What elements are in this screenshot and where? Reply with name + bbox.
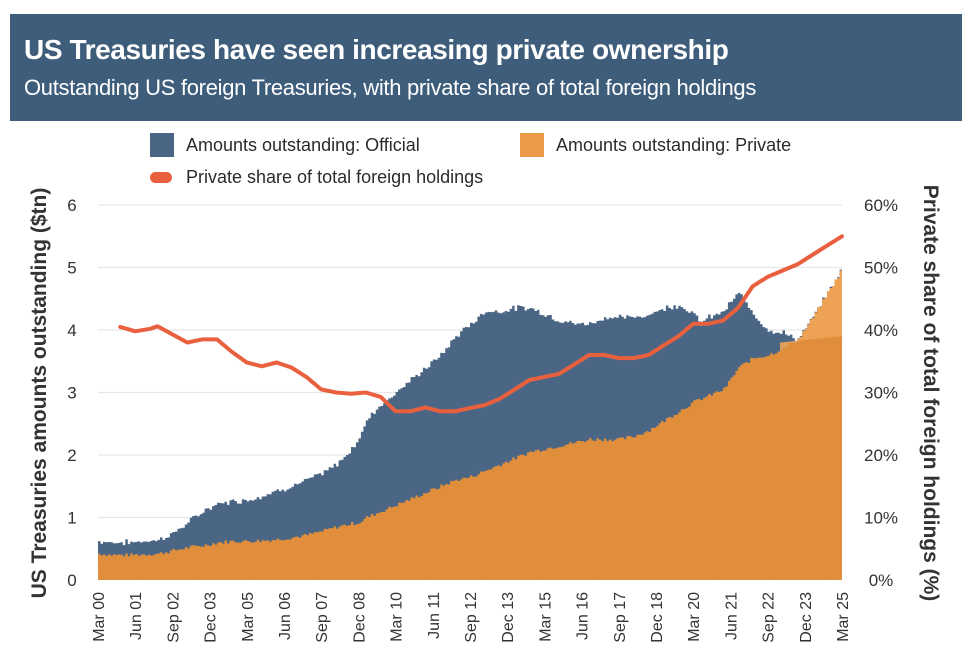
y-axis-left: 0 1 2 3 4 5 6 bbox=[67, 196, 76, 590]
y-tick-right: 20% bbox=[864, 446, 898, 465]
x-tick: Jun 16 bbox=[575, 592, 592, 640]
chart-header: US Treasuries have seen increasing priva… bbox=[10, 14, 962, 121]
area-private bbox=[98, 261, 842, 580]
y-tick-right: 40% bbox=[864, 321, 898, 340]
y-tick-left: 0 bbox=[67, 571, 76, 590]
x-tick: Mar 25 bbox=[835, 592, 852, 642]
y-axis-left-title: US Treasuries amounts outstanding ($tn) bbox=[28, 188, 51, 599]
x-tick: Dec 13 bbox=[500, 592, 517, 643]
legend-label-official: Amounts outstanding: Official bbox=[186, 134, 420, 155]
y-tick-right: 0% bbox=[869, 571, 894, 590]
x-tick: Mar 15 bbox=[537, 592, 554, 642]
y-tick-right: 10% bbox=[864, 509, 898, 528]
legend-swatch-share bbox=[150, 172, 172, 183]
line-layer bbox=[118, 234, 844, 414]
y-tick-right: 50% bbox=[864, 259, 898, 278]
chart-title: US Treasuries have seen increasing priva… bbox=[24, 34, 729, 65]
x-tick: Dec 18 bbox=[649, 592, 666, 643]
y-axis-right: 0% 10% 20% 30% 40% 50% 60% bbox=[864, 196, 898, 590]
line-private-share bbox=[118, 234, 844, 414]
x-tick: Dec 03 bbox=[203, 592, 220, 643]
area-private-recent bbox=[780, 261, 842, 352]
x-tick: Jun 06 bbox=[277, 592, 294, 640]
legend-item-private: Amounts outstanding: Private bbox=[520, 133, 791, 157]
x-tick: Sep 12 bbox=[463, 592, 480, 643]
x-tick: Jun 11 bbox=[426, 592, 443, 639]
x-tick: Jun 21 bbox=[723, 592, 740, 640]
x-tick: Mar 10 bbox=[389, 592, 406, 642]
x-tick: Sep 17 bbox=[612, 592, 629, 643]
y-tick-left: 2 bbox=[67, 446, 76, 465]
y-tick-left: 3 bbox=[67, 384, 76, 403]
legend-label-private: Amounts outstanding: Private bbox=[556, 134, 792, 155]
y-tick-right: 30% bbox=[864, 384, 898, 403]
x-tick: Mar 20 bbox=[686, 592, 703, 642]
y-tick-left: 4 bbox=[67, 321, 76, 340]
y-tick-left: 1 bbox=[67, 509, 76, 528]
legend-swatch-official bbox=[150, 133, 174, 157]
legend-item-share: Private share of total foreign holdings bbox=[150, 167, 483, 188]
area-layer bbox=[97, 261, 842, 580]
x-tick: Dec 08 bbox=[351, 592, 368, 643]
chart-subtitle: Outstanding US foreign Treasuries, with … bbox=[24, 75, 757, 100]
x-tick: Jun 01 bbox=[128, 592, 145, 640]
x-tick: Mar 05 bbox=[240, 592, 257, 642]
y-tick-left: 5 bbox=[67, 259, 76, 278]
y-tick-left: 6 bbox=[67, 196, 76, 215]
legend-item-official: Amounts outstanding: Official bbox=[150, 133, 420, 157]
x-tick: Sep 22 bbox=[761, 592, 778, 643]
y-axis-right-title: Private share of total foreign holdings … bbox=[919, 185, 942, 602]
y-tick-right: 60% bbox=[864, 196, 898, 215]
x-tick: Sep 02 bbox=[165, 592, 182, 643]
x-tick: Mar 00 bbox=[91, 592, 108, 642]
legend-swatch-private bbox=[520, 133, 544, 157]
legend-label-share: Private share of total foreign holdings bbox=[186, 167, 484, 187]
x-tick: Dec 23 bbox=[798, 592, 815, 643]
x-axis: Mar 00 Jun 01 Sep 02 Dec 03 Mar 05 Jun 06 Sep … bbox=[91, 592, 852, 643]
x-tick: Sep 07 bbox=[314, 592, 331, 643]
